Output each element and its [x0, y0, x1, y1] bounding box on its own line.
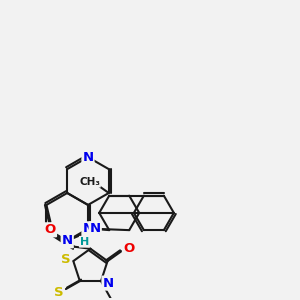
Text: H: H — [80, 237, 89, 247]
Text: O: O — [45, 223, 56, 236]
Text: N: N — [82, 222, 94, 235]
Text: O: O — [123, 242, 134, 255]
Text: CH₃: CH₃ — [79, 177, 100, 187]
Text: S: S — [54, 286, 64, 298]
Text: N: N — [62, 234, 73, 247]
Text: N: N — [102, 277, 114, 290]
Text: N: N — [90, 222, 101, 235]
Text: S: S — [61, 253, 71, 266]
Text: N: N — [82, 151, 94, 164]
